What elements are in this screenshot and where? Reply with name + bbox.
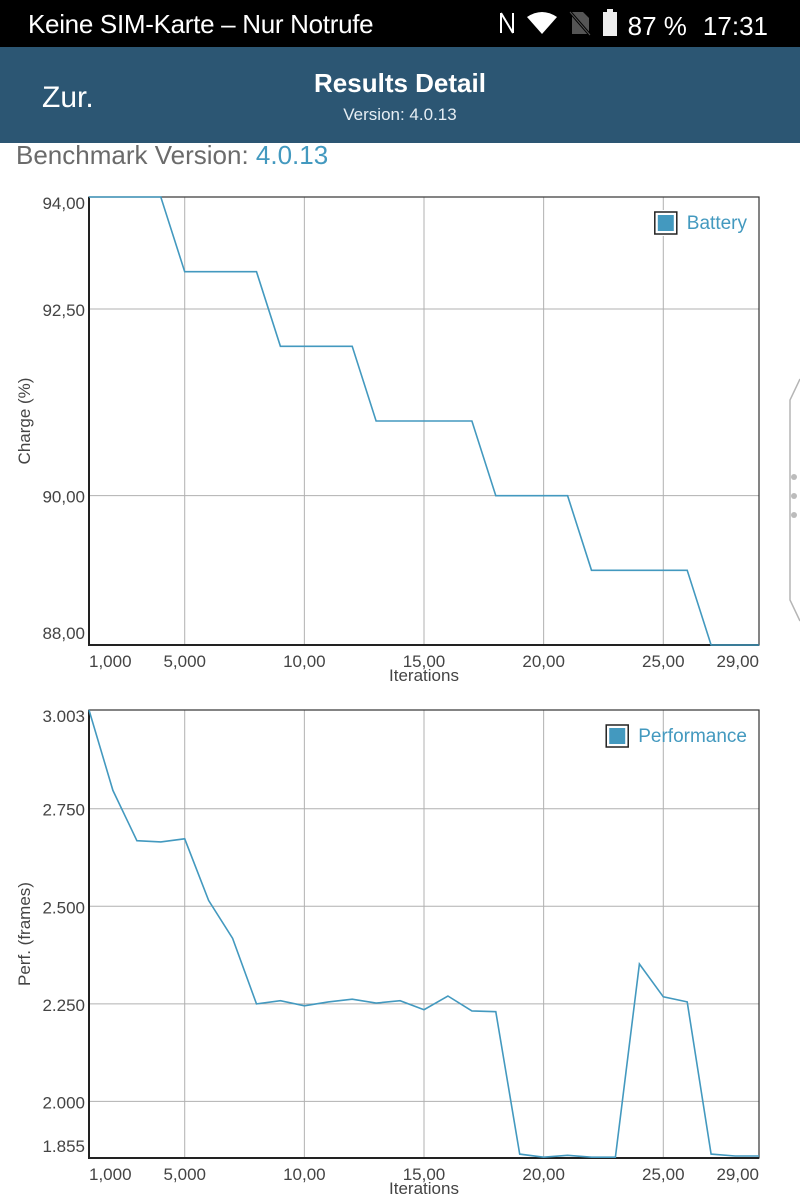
wifi-icon [526, 10, 558, 43]
legend-label: Performance [638, 726, 747, 747]
carrier-status: Keine SIM-Karte – Nur Notrufe [28, 9, 374, 39]
y-tick-label: 2.500 [42, 898, 85, 917]
y-tick-label: 90,00 [42, 488, 85, 507]
clock: 17:31 [702, 11, 768, 41]
x-tick-label: 29,00 [716, 1165, 759, 1184]
x-tick-label: 25,00 [642, 652, 685, 671]
battery-icon [602, 9, 618, 44]
x-axis-title: Iterations [389, 666, 459, 685]
x-tick-label: 10,00 [283, 652, 326, 671]
y-tick-label: 92,50 [42, 301, 85, 320]
back-button[interactable]: Zur. [42, 81, 94, 114]
x-axis-title: Iterations [389, 1179, 459, 1198]
x-tick-label: 1,000 [89, 652, 132, 671]
benchmark-version: Benchmark Version: 4.0.13 [16, 140, 328, 171]
y-axis-title: Charge (%) [15, 378, 34, 465]
x-tick-label: 20,00 [522, 652, 565, 671]
x-tick-label: 10,00 [283, 1165, 326, 1184]
x-tick-label: 1,000 [89, 1165, 132, 1184]
y-tick-label: 94,00 [42, 194, 85, 213]
y-tick-label: 2.000 [42, 1093, 85, 1112]
page-subtitle: Version: 4.0.13 [343, 105, 457, 124]
x-tick-label: 5,000 [163, 1165, 206, 1184]
benchmark-version-value: 4.0.13 [255, 140, 329, 170]
y-tick-label: 2.750 [42, 801, 85, 820]
battery-chart: 94,00 92,50 90,00 88,001,000 5,000 10,00 15,00… [15, 194, 760, 685]
y-tick-label: 88,00 [42, 624, 85, 643]
x-tick-label: 29,00 [716, 652, 759, 671]
page-title: Results Detail [314, 68, 486, 98]
status-bar: Keine SIM-Karte – Nur Notrufe 87 % 17:31 [0, 0, 800, 47]
legend-swatch [657, 215, 674, 231]
y-tick-label: 1.855 [42, 1137, 85, 1156]
status-icons: 87 % 17:31 [498, 9, 768, 44]
legend-swatch [609, 728, 626, 744]
app-bar: Zur. Results Detail Version: 4.0.13 [0, 47, 800, 143]
x-tick-label: 15,00 [403, 1165, 446, 1184]
x-tick-label: 25,00 [642, 1165, 685, 1184]
edge-panel-handle[interactable] [784, 375, 800, 625]
nfc-icon [498, 10, 516, 43]
x-tick-label: 20,00 [522, 1165, 565, 1184]
battery-percent: 87 % [627, 11, 687, 41]
y-axis-title: Perf. (frames) [15, 882, 34, 986]
legend-label: Battery [687, 213, 748, 234]
x-tick-label: 15,00 [403, 652, 446, 671]
x-tick-label: 5,000 [163, 652, 206, 671]
no-sim-icon [568, 10, 592, 43]
y-tick-label: 2.250 [42, 996, 85, 1015]
y-tick-label: 3.003 [42, 707, 85, 726]
benchmark-version-label: Benchmark Version: [16, 140, 256, 170]
